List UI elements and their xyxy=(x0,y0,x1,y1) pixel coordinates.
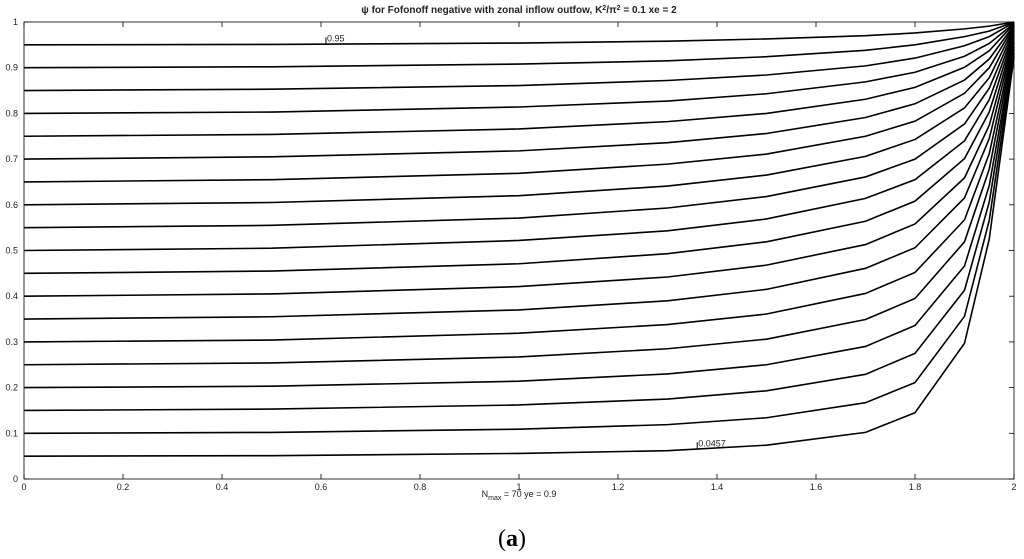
contour-line xyxy=(23,37,1015,320)
x-label-text: = 70 ye = 0.9 xyxy=(501,489,556,499)
y-tick-label: 0.1 xyxy=(5,428,18,438)
contour-line xyxy=(23,29,1015,229)
contour-line xyxy=(23,52,1015,435)
caption-text: ( xyxy=(498,526,506,552)
x-axis-label: Nmax = 70 ye = 0.9 xyxy=(482,489,557,502)
x-tick-label: 0.2 xyxy=(117,482,130,492)
contour-line xyxy=(23,25,1015,183)
y-tick-label: 0.5 xyxy=(5,246,18,256)
contour-line xyxy=(23,46,1015,389)
contour-line xyxy=(23,21,1015,46)
y-tick-label: 0.9 xyxy=(5,63,18,73)
title-text: /π xyxy=(606,5,617,16)
contour-label: 0.0457 xyxy=(698,438,726,448)
chart-title: ψ for Fofonoff negative with zonal inflo… xyxy=(361,5,677,16)
contour-line xyxy=(23,49,1015,412)
contour-label: 0.95 xyxy=(327,33,345,43)
contour-line xyxy=(23,27,1015,206)
x-tick-label: 0 xyxy=(21,482,26,492)
contour-line xyxy=(23,56,1015,457)
contour-line xyxy=(23,24,1015,160)
x-tick-label: 2 xyxy=(1011,482,1016,492)
y-tick-label: 0 xyxy=(13,474,18,484)
y-tick-label: 0.6 xyxy=(5,200,18,210)
contour-line xyxy=(23,35,1015,297)
contour-line xyxy=(23,40,1015,343)
x-tick-label: 1.6 xyxy=(810,482,823,492)
contour-line xyxy=(23,21,1015,92)
x-label-text: N xyxy=(482,489,489,499)
caption-text: ) xyxy=(518,526,526,552)
y-tick-label: 0.7 xyxy=(5,154,18,164)
contour-line xyxy=(23,21,1015,69)
contour-line xyxy=(23,23,1015,138)
y-tick-label: 1 xyxy=(13,17,18,27)
x-tick-label: 1.2 xyxy=(612,482,625,492)
y-tick-label: 0.4 xyxy=(5,291,18,301)
contour-line xyxy=(23,22,1015,115)
caption: (a) xyxy=(498,526,526,552)
x-tick-label: 1 xyxy=(516,482,521,492)
contour-line xyxy=(23,42,1015,366)
plot-frame xyxy=(23,21,1015,480)
x-tick-label: 0.8 xyxy=(414,482,427,492)
x-tick-label: 1.4 xyxy=(711,482,724,492)
caption-letter: a xyxy=(506,526,518,552)
x-tick-label: 0.4 xyxy=(216,482,229,492)
y-tick-label: 0.3 xyxy=(5,337,18,347)
contour-line xyxy=(23,32,1015,275)
x-label-subscript: max xyxy=(488,495,502,502)
contour-line xyxy=(23,30,1015,252)
title-text: = 0.1 xe = 2 xyxy=(621,5,678,16)
x-tick-label: 0.6 xyxy=(315,482,328,492)
title-superscript: 2 xyxy=(617,5,621,12)
x-tick-label: 1.8 xyxy=(909,482,922,492)
title-text: ψ for Fofonoff negative with zonal inflo… xyxy=(361,5,603,16)
y-tick-label: 0.8 xyxy=(5,108,18,118)
title-superscript: 2 xyxy=(602,5,606,12)
y-tick-label: 0.2 xyxy=(5,383,18,393)
